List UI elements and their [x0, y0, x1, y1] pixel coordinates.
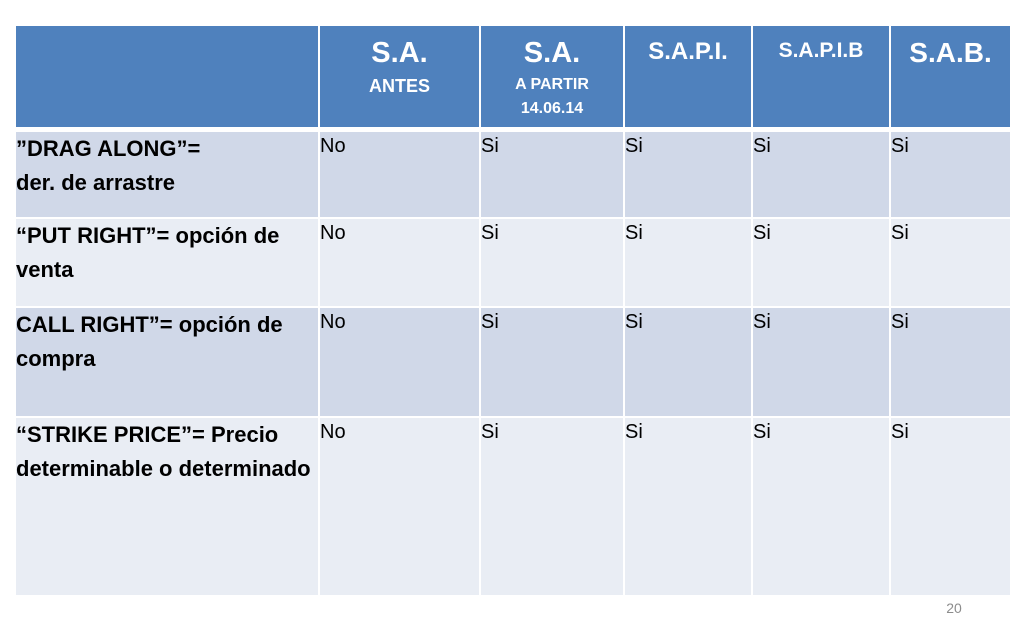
- cell-value: No: [318, 415, 481, 597]
- cell-value: Si: [889, 127, 1012, 219]
- header-title: S.A.: [371, 37, 428, 69]
- row-label: “STRIKE PRICE”= Precio determinable o de…: [14, 415, 320, 597]
- table-row: ”DRAG ALONG”= der. de arrastre No Si Si …: [14, 127, 1012, 219]
- table-row: “STRIKE PRICE”= Precio determinable o de…: [14, 415, 1012, 597]
- cell-value: Si: [623, 216, 753, 308]
- header-sa-a-partir: S.A. A PARTIR 14.06.14: [479, 24, 625, 131]
- cell-value: Si: [479, 127, 625, 219]
- header-title: S.A.P.I.B: [778, 39, 864, 62]
- row-label: “PUT RIGHT”= opción de venta: [14, 216, 320, 308]
- header-sab: S.A.B.: [889, 24, 1012, 131]
- cell-value: No: [318, 305, 481, 418]
- table-row: CALL RIGHT”= opción de compra No Si Si S…: [14, 305, 1012, 418]
- cell-value: Si: [751, 305, 891, 418]
- cell-value: Si: [479, 415, 625, 597]
- cell-value: No: [318, 127, 481, 219]
- row-label: CALL RIGHT”= opción de compra: [14, 305, 320, 418]
- cell-value: Si: [889, 305, 1012, 418]
- header-subtitle: ANTES: [368, 76, 430, 96]
- header-title: S.A.: [523, 37, 581, 69]
- cell-value: Si: [751, 127, 891, 219]
- cell-value: Si: [623, 305, 753, 418]
- cell-value: No: [318, 216, 481, 308]
- header-sa-antes: S.A. ANTES: [318, 24, 481, 131]
- table-row: “PUT RIGHT”= opción de venta No Si Si Si…: [14, 216, 1012, 308]
- header-title: S.A.P.I.: [648, 38, 728, 65]
- cell-value: Si: [623, 127, 753, 219]
- page-number: 20: [946, 600, 962, 616]
- row-label: ”DRAG ALONG”= der. de arrastre: [14, 127, 320, 219]
- header-sapi: S.A.P.I.: [623, 24, 753, 131]
- header-subtitle: A PARTIR 14.06.14: [515, 76, 589, 117]
- cell-value: Si: [751, 216, 891, 308]
- cell-value: Si: [623, 415, 753, 597]
- comparison-table: S.A. ANTES S.A. A PARTIR 14.06.14 S.A.P.…: [14, 24, 1012, 597]
- cell-value: Si: [889, 415, 1012, 597]
- header-row: S.A. ANTES S.A. A PARTIR 14.06.14 S.A.P.…: [14, 24, 1012, 131]
- header-title: S.A.B.: [909, 37, 992, 68]
- cell-value: Si: [479, 305, 625, 418]
- cell-value: Si: [751, 415, 891, 597]
- cell-value: Si: [479, 216, 625, 308]
- header-sapib: S.A.P.I.B: [751, 24, 891, 131]
- cell-value: Si: [889, 216, 1012, 308]
- header-empty: [14, 24, 320, 131]
